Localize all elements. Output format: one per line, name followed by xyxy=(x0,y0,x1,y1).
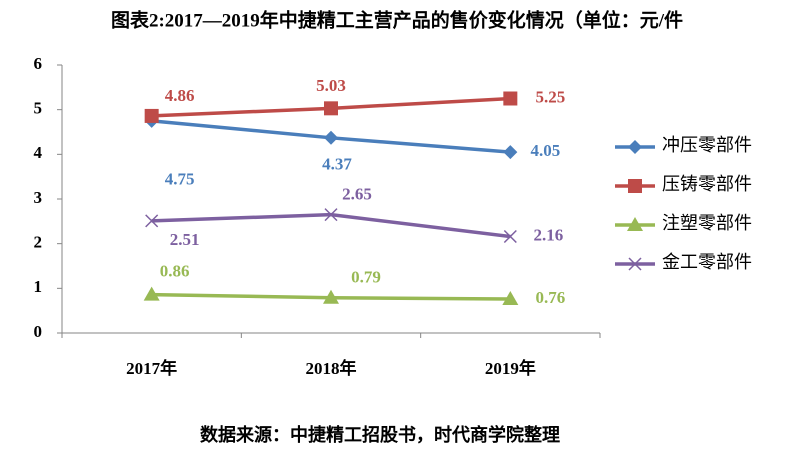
data-label: 5.25 xyxy=(535,87,565,106)
data-label: 0.76 xyxy=(535,288,565,307)
y-tick-label: 0 xyxy=(34,322,43,341)
x-tick-label: 2017年 xyxy=(126,358,177,378)
y-tick-label: 5 xyxy=(34,99,43,118)
legend-label: 冲压零部件 xyxy=(662,135,752,155)
data-label: 4.75 xyxy=(165,170,195,189)
marker xyxy=(145,214,159,228)
marker xyxy=(502,291,519,306)
marker xyxy=(144,108,159,123)
legend-label: 注塑零部件 xyxy=(662,213,752,233)
data-label: 4.05 xyxy=(530,141,560,160)
data-label: 0.86 xyxy=(160,261,190,280)
marker xyxy=(324,101,338,116)
y-tick-label: 3 xyxy=(34,188,43,207)
source-note: 数据来源：中捷精工招股书，时代商学院整理 xyxy=(200,424,560,445)
chart-title: 图表2:2017—2019年中捷精工主营产品的售价变化情况（单位：元/件 xyxy=(111,8,683,31)
data-label: 5.03 xyxy=(316,76,346,95)
marker xyxy=(324,208,338,222)
x-tick-label: 2019年 xyxy=(485,358,536,378)
x-tick-label: 2018年 xyxy=(306,358,357,378)
series-line xyxy=(151,212,511,239)
data-label: 2.16 xyxy=(533,225,563,244)
data-label: 4.86 xyxy=(165,86,195,105)
data-label: 2.65 xyxy=(342,185,372,204)
y-tick-label: 1 xyxy=(34,277,43,296)
marker xyxy=(503,229,517,244)
marker xyxy=(503,91,518,106)
marker xyxy=(143,286,160,301)
y-tick-label: 6 xyxy=(34,54,43,73)
y-tick-label: 2 xyxy=(34,233,43,252)
y-tick-label: 4 xyxy=(34,143,43,162)
data-label: 0.79 xyxy=(351,268,381,287)
legend-label: 压铸零部件 xyxy=(662,174,752,194)
data-label: 4.37 xyxy=(322,155,352,174)
marker xyxy=(324,130,338,145)
marker xyxy=(628,140,642,154)
marker xyxy=(628,179,642,193)
marker xyxy=(503,145,518,160)
marker xyxy=(627,217,643,231)
marker xyxy=(323,289,339,304)
legend-label: 金工零部件 xyxy=(662,252,752,272)
marker xyxy=(628,257,642,271)
data-label: 2.51 xyxy=(170,230,200,249)
